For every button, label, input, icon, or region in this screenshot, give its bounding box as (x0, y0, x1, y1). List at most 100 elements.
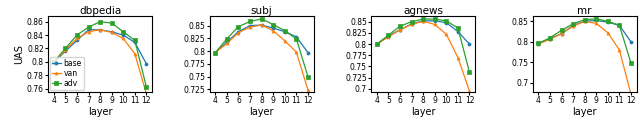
base (96, 29, 104, 30)
van (581, 21, 589, 22)
adv (604, 21, 612, 22)
van (131, 53, 139, 55)
van (269, 30, 277, 32)
Line: van: van (375, 20, 471, 93)
Line: base: base (214, 24, 310, 54)
base (616, 25, 623, 26)
Title: mr: mr (577, 6, 592, 16)
X-axis label: layer: layer (572, 107, 597, 117)
base (108, 31, 116, 33)
base (546, 38, 554, 39)
base (73, 40, 81, 41)
Line: van: van (214, 24, 310, 91)
Line: adv: adv (214, 17, 310, 78)
van (50, 62, 58, 63)
adv (131, 40, 139, 41)
base (604, 21, 612, 23)
van (211, 52, 219, 53)
adv (235, 26, 243, 27)
van (593, 23, 600, 24)
adv (627, 62, 635, 64)
base (385, 35, 392, 37)
base (84, 29, 92, 30)
adv (593, 18, 600, 20)
X-axis label: layer: layer (88, 107, 113, 117)
van (454, 57, 461, 58)
Title: agnews: agnews (403, 6, 443, 16)
X-axis label: layer: layer (411, 107, 435, 117)
van (431, 24, 438, 25)
base (557, 33, 565, 34)
van (604, 32, 612, 34)
van (385, 36, 392, 38)
base (235, 31, 243, 33)
adv (408, 21, 415, 23)
adv (466, 72, 474, 73)
van (627, 94, 635, 95)
adv (431, 18, 438, 20)
X-axis label: layer: layer (250, 107, 274, 117)
base (408, 23, 415, 25)
base (581, 21, 589, 22)
base (627, 41, 635, 43)
van (292, 51, 300, 53)
van (616, 49, 623, 51)
base (396, 29, 404, 31)
adv (581, 19, 589, 20)
base (223, 41, 231, 43)
base (373, 43, 381, 45)
adv (246, 21, 254, 22)
van (304, 89, 312, 91)
base (419, 20, 427, 22)
adv (61, 48, 69, 49)
adv (211, 52, 219, 53)
adv (143, 87, 150, 88)
van (61, 49, 69, 51)
base (431, 20, 438, 22)
base (466, 43, 474, 45)
Line: adv: adv (537, 17, 632, 65)
adv (292, 38, 300, 40)
van (246, 26, 254, 28)
van (235, 32, 243, 34)
van (466, 90, 474, 92)
adv (304, 76, 312, 77)
base (454, 31, 461, 32)
van (281, 40, 289, 42)
base (534, 43, 542, 44)
van (396, 29, 404, 31)
Line: adv: adv (52, 20, 148, 89)
Line: adv: adv (375, 18, 471, 74)
van (408, 24, 415, 25)
adv (419, 18, 427, 20)
base (211, 52, 219, 53)
van (84, 31, 92, 33)
Line: base: base (375, 19, 471, 46)
adv (258, 18, 266, 20)
adv (546, 37, 554, 39)
van (143, 93, 150, 95)
base (593, 20, 600, 21)
van (108, 32, 116, 33)
adv (50, 61, 58, 63)
adv (385, 34, 392, 36)
adv (557, 30, 565, 31)
Legend: base, van, adv: base, van, adv (49, 57, 84, 90)
van (120, 38, 127, 39)
base (50, 62, 58, 63)
van (96, 29, 104, 30)
adv (269, 24, 277, 25)
base (292, 36, 300, 38)
van (223, 43, 231, 44)
Line: van: van (537, 20, 632, 96)
base (442, 22, 450, 23)
adv (396, 25, 404, 27)
base (131, 42, 139, 43)
van (373, 43, 381, 45)
adv (373, 43, 381, 45)
adv (442, 20, 450, 22)
adv (108, 22, 116, 24)
van (442, 34, 450, 35)
adv (616, 25, 623, 26)
Line: base: base (537, 19, 632, 45)
